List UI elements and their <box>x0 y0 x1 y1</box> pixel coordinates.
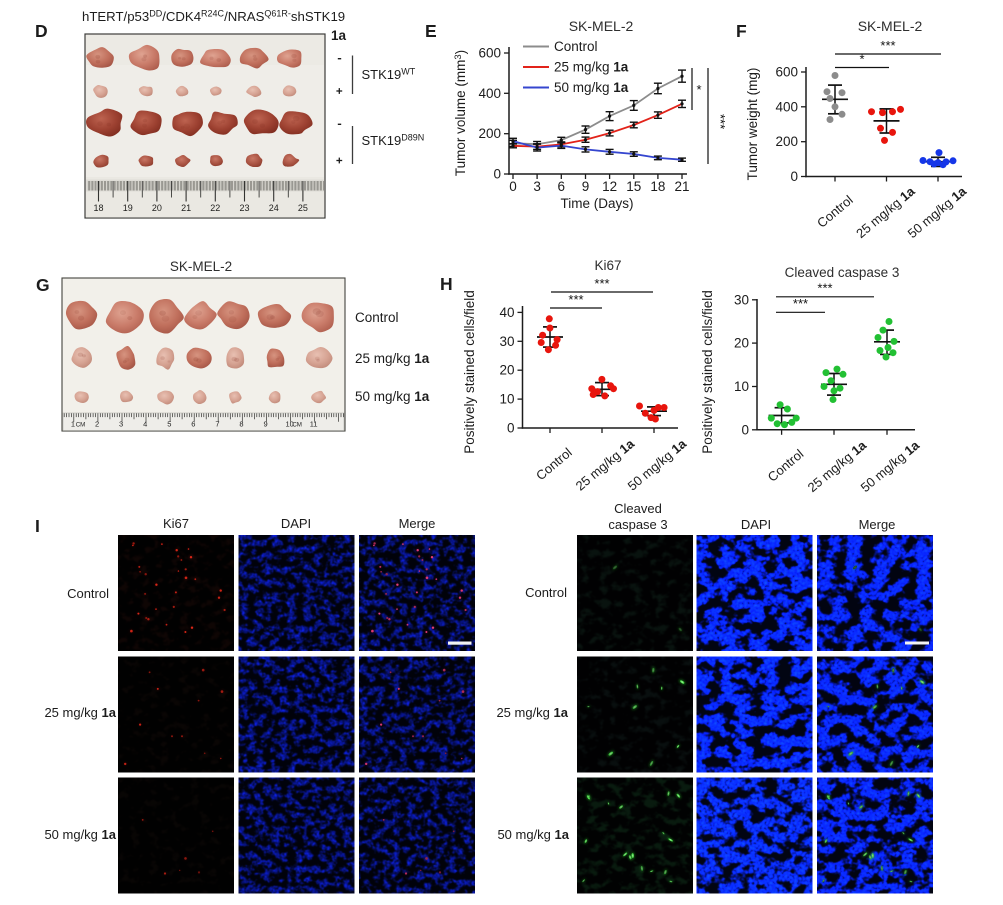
svg-text:Control: Control <box>67 586 109 601</box>
svg-text:H: H <box>440 274 453 294</box>
svg-text:18: 18 <box>650 179 665 194</box>
svg-text:0: 0 <box>790 169 798 184</box>
svg-text:25 mg/kg 1a: 25 mg/kg 1a <box>496 705 568 720</box>
svg-text:30: 30 <box>499 334 514 349</box>
svg-text:STK19WT: STK19WT <box>362 67 416 83</box>
svg-text:21: 21 <box>675 179 690 194</box>
svg-text:4: 4 <box>143 420 147 429</box>
svg-text:Positively stained cells/field: Positively stained cells/field <box>462 290 477 454</box>
svg-text:***: *** <box>568 292 583 307</box>
svg-text:3: 3 <box>119 420 123 429</box>
svg-text:21: 21 <box>181 203 191 213</box>
svg-text:CM: CM <box>76 422 86 429</box>
svg-text:30: 30 <box>734 292 749 307</box>
svg-text:200: 200 <box>775 134 798 149</box>
svg-text:23: 23 <box>239 203 249 213</box>
svg-text:***: *** <box>713 114 728 129</box>
svg-text:caspase 3: caspase 3 <box>608 517 667 532</box>
svg-text:10: 10 <box>499 392 514 407</box>
svg-text:Control: Control <box>533 445 575 484</box>
svg-text:0: 0 <box>493 167 501 182</box>
svg-text:20: 20 <box>499 363 514 378</box>
svg-text:24: 24 <box>269 203 279 213</box>
svg-text:0: 0 <box>741 422 749 437</box>
svg-text:400: 400 <box>775 99 798 114</box>
svg-text:0: 0 <box>509 179 517 194</box>
svg-text:Cleaved caspase 3: Cleaved caspase 3 <box>785 265 900 280</box>
svg-text:25 mg/kg 1a: 25 mg/kg 1a <box>355 351 430 366</box>
svg-text:50 mg/kg 1a: 50 mg/kg 1a <box>355 389 430 404</box>
svg-text:hTERT/p53DD/CDK4R24C/NRASQ61R-: hTERT/p53DD/CDK4R24C/NRASQ61R-shSTK19 <box>82 9 345 25</box>
svg-text:200: 200 <box>478 126 501 141</box>
svg-text:9: 9 <box>582 179 590 194</box>
svg-text:12: 12 <box>602 179 617 194</box>
svg-text:E: E <box>425 21 437 41</box>
svg-text:Merge: Merge <box>859 517 896 532</box>
svg-text:Control: Control <box>554 39 598 54</box>
svg-text:Control: Control <box>525 585 567 600</box>
svg-text:Ki67: Ki67 <box>163 516 189 531</box>
svg-text:*: * <box>859 52 864 67</box>
svg-text:20: 20 <box>152 203 162 213</box>
svg-text:50 mg/kg 1a: 50 mg/kg 1a <box>497 827 569 842</box>
svg-text:10: 10 <box>285 420 293 429</box>
svg-text:6: 6 <box>191 420 195 429</box>
svg-text:600: 600 <box>478 46 501 61</box>
svg-text:2: 2 <box>95 420 99 429</box>
svg-text:19: 19 <box>123 203 133 213</box>
svg-text:Control: Control <box>814 192 856 230</box>
svg-text:DAPI: DAPI <box>741 517 771 532</box>
svg-text:1a: 1a <box>331 28 347 43</box>
svg-text:15: 15 <box>626 179 641 194</box>
svg-text:D: D <box>35 21 48 41</box>
svg-text:Positively stained cells/field: Positively stained cells/field <box>700 290 715 454</box>
svg-text:F: F <box>736 21 747 41</box>
svg-text:Ki67: Ki67 <box>594 258 621 273</box>
svg-text:DAPI: DAPI <box>281 516 311 531</box>
svg-text:25: 25 <box>298 203 308 213</box>
svg-text:Tumor weight (mg): Tumor weight (mg) <box>745 68 760 181</box>
svg-text:Merge: Merge <box>399 516 436 531</box>
svg-text:***: *** <box>594 276 609 291</box>
svg-text:G: G <box>36 275 50 295</box>
svg-text:***: *** <box>880 38 895 53</box>
svg-text:20: 20 <box>734 336 749 351</box>
svg-text:25 mg/kg 1a: 25 mg/kg 1a <box>554 60 629 75</box>
svg-text:0: 0 <box>507 421 515 436</box>
svg-text:SK-MEL-2: SK-MEL-2 <box>170 259 232 274</box>
svg-text:CM: CM <box>292 422 302 429</box>
svg-text:8: 8 <box>239 420 243 429</box>
svg-text:50 mg/kg 1a: 50 mg/kg 1a <box>554 80 629 95</box>
svg-text:50 mg/kg 1a: 50 mg/kg 1a <box>44 827 116 842</box>
svg-text:SK-MEL-2: SK-MEL-2 <box>569 18 634 34</box>
svg-text:Cleaved: Cleaved <box>614 501 662 516</box>
svg-text:SK-MEL-2: SK-MEL-2 <box>858 18 923 34</box>
svg-text:600: 600 <box>775 65 798 80</box>
svg-text:10: 10 <box>734 379 749 394</box>
svg-text:18: 18 <box>93 203 103 213</box>
svg-text:7: 7 <box>215 420 219 429</box>
svg-text:3: 3 <box>533 179 541 194</box>
svg-text:50 mg/kg 1a: 50 mg/kg 1a <box>625 436 690 494</box>
svg-text:22: 22 <box>210 203 220 213</box>
svg-text:*: * <box>697 82 702 97</box>
svg-text:50 mg/kg 1a: 50 mg/kg 1a <box>858 437 923 495</box>
svg-text:Tumor volume (mm3): Tumor volume (mm3) <box>453 50 468 176</box>
svg-text:Time (Days): Time (Days) <box>561 196 634 211</box>
svg-text:5: 5 <box>167 420 171 429</box>
svg-text:Control: Control <box>765 446 807 485</box>
svg-text:11: 11 <box>310 420 318 429</box>
svg-text:I: I <box>35 516 40 536</box>
svg-text:Control: Control <box>355 310 399 325</box>
svg-text:9: 9 <box>263 420 267 429</box>
svg-text:***: *** <box>793 296 808 311</box>
svg-text:25 mg/kg 1a: 25 mg/kg 1a <box>44 705 116 720</box>
svg-text:***: *** <box>817 281 832 296</box>
svg-text:6: 6 <box>558 179 566 194</box>
svg-text:STK19D89N: STK19D89N <box>362 133 425 149</box>
svg-text:40: 40 <box>499 305 514 320</box>
svg-text:1: 1 <box>71 420 75 429</box>
svg-text:400: 400 <box>478 86 501 101</box>
